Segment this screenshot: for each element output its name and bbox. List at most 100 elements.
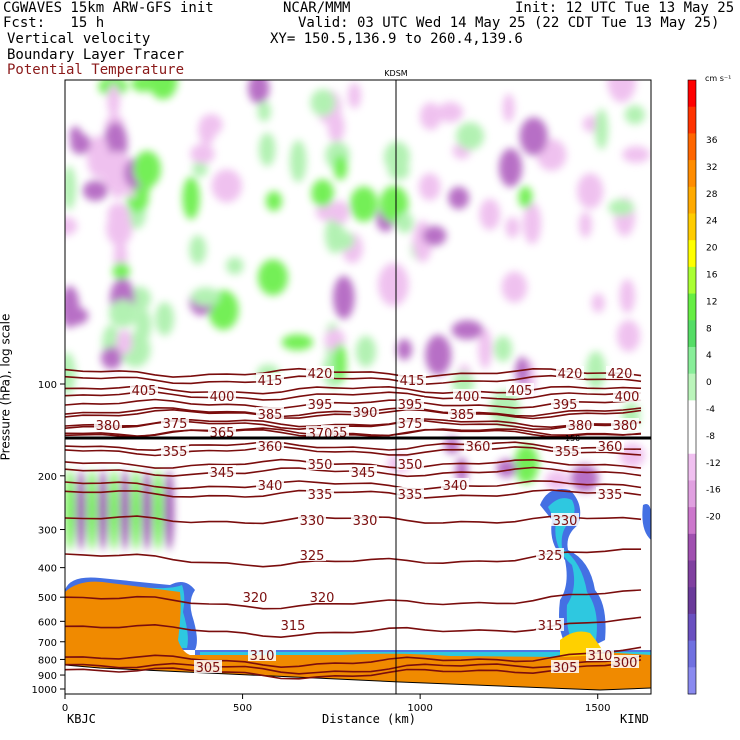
x-tick-label: 0	[62, 703, 68, 714]
updraft-cell	[289, 140, 307, 183]
downdraft-cell	[591, 293, 605, 313]
theta-label: 310	[250, 649, 275, 664]
downdraft-cell	[616, 320, 641, 352]
colorbar-tick-label: 24	[706, 217, 718, 227]
downdraft-cell	[425, 334, 452, 376]
updraft-cell	[624, 105, 646, 125]
downdraft-cell	[448, 186, 470, 210]
colorbar-swatch	[688, 346, 696, 375]
theta-label: 340	[258, 479, 283, 494]
downdraft-cell	[142, 470, 152, 550]
theta-label-bg	[256, 407, 284, 420]
potential-temperature-contours	[65, 367, 642, 680]
colorbar-swatch	[688, 266, 696, 295]
theta-label: 335	[398, 488, 423, 503]
header-forecast-hour: Fcst: 15 h	[3, 15, 105, 31]
theta-label-bg	[351, 405, 379, 418]
theta-label-bg	[611, 655, 639, 668]
updraft-cell	[586, 351, 606, 390]
theta-contour-395	[65, 398, 642, 410]
updraft-cell	[608, 199, 635, 216]
theta-label: 395	[398, 398, 423, 413]
theta-label-bg	[464, 439, 492, 452]
updraft-cell	[182, 176, 200, 220]
theta-label: 395	[553, 398, 578, 413]
downdraft-cell	[164, 470, 174, 550]
downdraft-cell	[570, 464, 599, 493]
downdraft-cell	[418, 173, 441, 201]
x-tick-label: 1500	[585, 703, 610, 714]
theta-contour-335	[65, 489, 642, 499]
downdraft-cell	[327, 111, 345, 143]
downdraft-cell	[419, 102, 442, 131]
downdraft-cell	[107, 84, 120, 117]
theta-label: 310	[588, 649, 613, 664]
theta-label-bg	[349, 465, 377, 478]
theta-label: 335	[598, 488, 623, 503]
header-org: NCAR/MMM	[283, 0, 351, 16]
below-ground-region	[65, 665, 651, 694]
header-init-time: Init: 12 UTC Tue 13 May 25	[515, 0, 735, 16]
downdraft-cell	[523, 202, 542, 245]
x-axis: 0 500 1000 1500	[62, 694, 610, 714]
downdraft-cell	[619, 278, 636, 314]
updraft-cell	[153, 470, 163, 550]
theta-contour-405	[65, 385, 642, 395]
theta-label: 345	[351, 466, 376, 481]
downdraft-cell	[82, 180, 108, 201]
downdraft-cell	[200, 114, 223, 136]
theta-label: 400	[210, 390, 235, 405]
theta-label-bg	[586, 648, 614, 661]
downdraft-cell	[65, 216, 78, 236]
theta-label-bg	[298, 548, 326, 561]
theta-contour-350	[65, 458, 642, 470]
theta-label-bg	[606, 366, 634, 379]
downdraft-cell	[496, 459, 518, 478]
colorbar-swatch	[688, 400, 696, 428]
y-axis: 100 200 300 400 500 600 700 800 900 1000	[32, 380, 65, 696]
theta-label-bg	[248, 648, 276, 661]
downdraft-cell	[479, 198, 501, 231]
updraft-cell	[130, 80, 156, 92]
colorbar-tick-label: 20	[706, 244, 718, 254]
downdraft-cell	[577, 173, 604, 209]
header-field-3: Potential Temperature	[7, 62, 185, 78]
downdraft-cell	[190, 143, 215, 164]
y-tick-label: 200	[38, 472, 57, 483]
right-station-label: KIND	[620, 712, 649, 726]
theta-label-bg	[130, 383, 158, 396]
theta-label: 360	[466, 440, 491, 455]
theta-label-bg	[279, 618, 307, 631]
theta-label: 415	[400, 374, 425, 389]
theta-label: 335	[308, 488, 333, 503]
downdraft-cell	[120, 470, 130, 550]
theta-label: 315	[281, 619, 306, 634]
updraft-cell	[135, 308, 152, 342]
updraft-cell	[327, 230, 355, 251]
theta-label: 340	[443, 479, 468, 494]
header-field-1: Vertical velocity	[7, 31, 151, 47]
theta-label-bg	[208, 425, 236, 438]
colorbar-swatch	[688, 533, 696, 562]
updraft-cell	[65, 352, 76, 395]
plot-area: 300 305 305 310 310 315 315 320 320 325 325 330 330 3…	[65, 80, 651, 694]
theta-label-bg	[161, 416, 189, 429]
theta-label: 350	[398, 458, 423, 473]
updraft-cell	[65, 166, 76, 210]
downdraft-cell	[70, 133, 91, 155]
colorbar-swatch	[688, 480, 696, 508]
downdraft-cell	[396, 338, 413, 361]
colorbar-tick-label: 8	[706, 324, 712, 334]
theta-label-bg	[256, 478, 284, 491]
y-tick-label: 700	[38, 638, 57, 649]
theta-label-bg	[551, 397, 579, 410]
theta-label: 400	[455, 390, 480, 405]
header-valid-time: Valid: 03 UTC Wed 14 May 25 (22 CDT Tue …	[298, 15, 720, 31]
downdraft-cell	[622, 146, 650, 163]
colorbar-frame	[687, 79, 697, 695]
theta-contour-415	[65, 374, 642, 386]
colorbar-swatch	[688, 667, 696, 695]
downdraft-cell	[330, 200, 350, 224]
updraft-cell	[493, 335, 513, 362]
theta-label: 330	[553, 514, 578, 529]
